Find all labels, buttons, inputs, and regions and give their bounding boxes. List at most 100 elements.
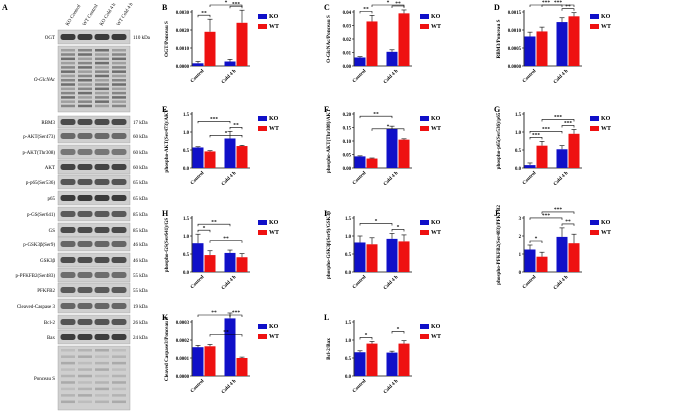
y-tick-label: 1.0: [345, 339, 352, 344]
blot-strip: [57, 298, 131, 314]
significance-bracket: [359, 223, 393, 226]
chart-panel-l: L Bcl-2/Bax 0.0 0.5 1.0 1.5 Control Cold 4 h * * K…: [322, 312, 450, 404]
x-tick-label: Cold 4 h: [553, 69, 569, 85]
bar: [204, 346, 216, 376]
blot-row-label: Bax: [47, 336, 56, 341]
bar: [536, 31, 548, 66]
y-tick-label: 0.15: [343, 126, 352, 131]
blot-band: [60, 227, 76, 233]
blot-band: [94, 211, 110, 217]
blot-band: [111, 179, 127, 185]
significance-bracket: [541, 119, 575, 122]
y-tick-label: 0.03: [343, 24, 352, 29]
bar: [386, 51, 398, 66]
blot-band: [112, 355, 126, 358]
lane-label: WT Cold 4 h: [116, 2, 134, 27]
blot-size-label: 46 kDa: [133, 243, 148, 248]
panel-letter: C: [324, 3, 330, 12]
bar: [568, 16, 580, 66]
x-tick-label: Control: [522, 170, 538, 186]
blot-strip: [57, 282, 131, 298]
bar: [366, 158, 378, 168]
blot-band: [61, 381, 75, 384]
blot-band: [60, 149, 76, 155]
y-tick-label: 1.0: [183, 131, 190, 136]
blot-band: [95, 400, 109, 404]
blot-band: [111, 149, 127, 155]
y-tick-label: 0.0005: [508, 47, 522, 52]
y-tick-label: 3: [519, 217, 522, 222]
significance-label: ***: [564, 121, 573, 127]
blot-band: [94, 195, 110, 201]
bar: [204, 31, 216, 66]
blot-row-label: RBM3: [41, 121, 55, 126]
blot-row-label: p-AKT(Thr308): [23, 151, 56, 156]
blot-band: [60, 119, 76, 125]
y-tick-label: 0.0002: [176, 339, 190, 344]
blot-band: [112, 79, 126, 82]
y-tick-label: 0.0030: [176, 11, 190, 16]
bar: [366, 21, 378, 66]
blot-band: [78, 381, 92, 384]
chart-panel-k: K Cleaved Caspase3/Ponceau S 0.0000 0.0001 0…: [160, 310, 288, 404]
x-tick-label: Control: [190, 170, 206, 186]
blot-size-label: 26 kDa: [133, 321, 148, 326]
significance-bracket: [529, 240, 543, 243]
x-tick-label: Control: [522, 68, 538, 84]
y-tick-label: 0.0015: [508, 11, 522, 16]
significance-label: ***: [542, 127, 551, 133]
panel-letter: F: [324, 105, 329, 114]
panel-letter: E: [162, 105, 167, 114]
x-tick-label: Control: [190, 378, 206, 394]
legend-swatch: [258, 14, 267, 19]
blot-band: [61, 374, 75, 378]
bar: [568, 243, 580, 272]
blot-band: [112, 91, 126, 95]
blot-size-label: 110 kDa: [133, 36, 150, 41]
blot-row-label: PFKFB2: [37, 289, 55, 294]
legend-label: WT: [431, 334, 441, 340]
significance-bracket: [229, 5, 243, 9]
significance-label: *: [203, 225, 206, 231]
blot-band: [94, 119, 110, 125]
blot-band: [77, 34, 93, 40]
significance-label: ***: [554, 207, 563, 213]
y-tick-label: 0.0010: [508, 29, 522, 34]
y-tick-label: 0.0: [515, 167, 522, 172]
blot-size-label: 46 kDa: [133, 259, 148, 264]
blot-band: [111, 334, 127, 340]
significance-label: ***: [532, 133, 541, 139]
blot-band: [112, 349, 126, 352]
blot-band: [78, 394, 92, 397]
blot-band: [78, 79, 92, 82]
blot-band: [112, 96, 126, 99]
bar: [224, 61, 236, 66]
significance-bracket: [229, 126, 243, 130]
y-tick-label: 0.05: [343, 153, 352, 158]
blot-strip: [57, 115, 131, 129]
blot-band: [95, 100, 109, 103]
bar: [386, 128, 398, 168]
significance-label: **: [565, 219, 571, 225]
bar: [386, 238, 398, 272]
blot-band: [60, 319, 76, 325]
significance-label: *: [375, 219, 378, 225]
western-blot-svg: A KO Control WT Control KO Cold 4 h WT Cold …: [2, 2, 151, 411]
blot-band: [78, 400, 92, 404]
bar: [224, 252, 236, 272]
blot-band: [61, 57, 75, 61]
blot-strip: [57, 190, 131, 206]
blot-band: [77, 195, 93, 201]
blot-band: [77, 119, 93, 125]
legend-swatch: [590, 116, 599, 121]
blot-band: [95, 104, 109, 108]
blot-band: [111, 303, 127, 309]
legend-swatch: [258, 334, 267, 339]
blot-band: [95, 381, 109, 384]
blot-band: [78, 355, 92, 358]
blot-band: [112, 70, 126, 73]
blot-band: [60, 334, 76, 340]
blot-band: [111, 133, 127, 139]
bar: [536, 256, 548, 272]
